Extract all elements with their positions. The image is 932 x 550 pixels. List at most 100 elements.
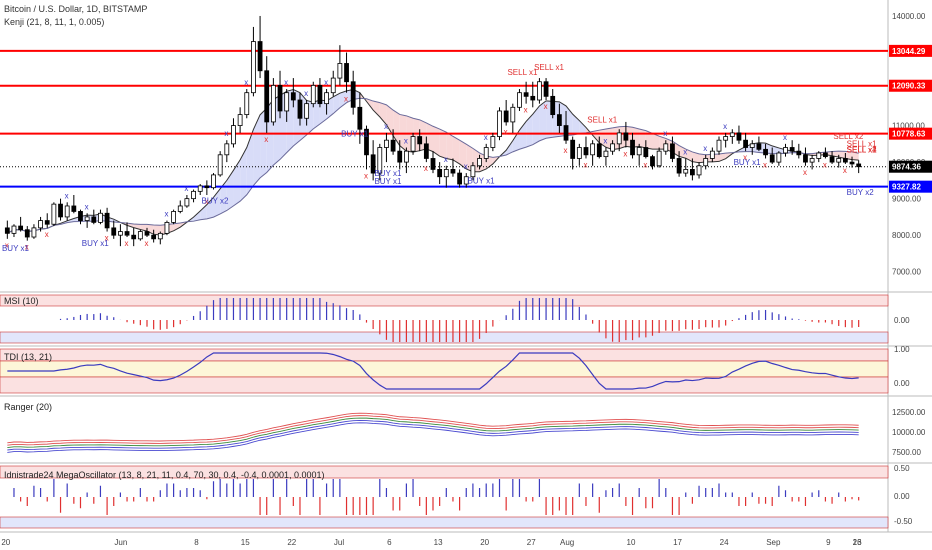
candle-body <box>530 95 536 101</box>
kenji-band-segment <box>200 204 207 220</box>
candle-body <box>430 158 436 170</box>
price-tag <box>889 127 932 140</box>
candle-body <box>177 205 183 212</box>
kenji-band-segment <box>373 101 380 117</box>
signal-label: BUY x1 <box>734 158 762 167</box>
signal-cross: x <box>524 106 528 115</box>
candle-body <box>104 212 110 229</box>
candle-body <box>796 150 802 156</box>
ranger-line <box>7 419 859 451</box>
candle-body <box>171 211 176 223</box>
signal-label: BUY x1 <box>374 169 402 178</box>
time-tick-label: 9 <box>826 538 831 547</box>
price-tag <box>889 79 932 92</box>
kenji-band-segment <box>645 130 653 150</box>
candle-body <box>537 81 542 101</box>
signal-label: BUY x1 <box>468 176 496 185</box>
candle-body <box>51 203 57 225</box>
signal-label: BUY x1 <box>374 177 402 186</box>
candle-body <box>284 92 290 112</box>
candle-body <box>270 84 276 123</box>
kenji-band-segment <box>246 129 254 195</box>
mega-tick-label: 0.00 <box>894 492 910 501</box>
ranger-tick-label: 7500.00 <box>892 448 921 457</box>
time-tick-label: 20 <box>1 538 10 547</box>
candle-body <box>463 176 469 185</box>
time-tick-label: Jun <box>114 538 127 547</box>
candle-body <box>603 150 609 158</box>
kenji-band-segment <box>652 133 660 150</box>
candle-body <box>596 143 602 158</box>
kenji-band-segment <box>692 151 700 163</box>
candle-body <box>729 132 735 137</box>
candle-body <box>397 150 403 163</box>
candle-body <box>497 110 502 137</box>
price-tag <box>889 44 932 57</box>
candle-body <box>716 139 722 152</box>
candle-body <box>151 234 157 240</box>
signal-label: SELL x1 <box>847 145 877 154</box>
ranger-tick-label: 10000.00 <box>892 428 926 437</box>
msi-upper-band <box>0 294 889 307</box>
kenji-band-segment <box>685 149 693 162</box>
candle-body <box>663 143 669 152</box>
price-axis: 14000.00 11000.00 10000.00 9000.00 8000.00 70… <box>889 12 932 526</box>
candle-body <box>350 81 356 108</box>
signal-label: BUY x1 <box>341 130 369 139</box>
candle-body <box>803 154 808 163</box>
kenji-band-segment <box>260 108 267 178</box>
price-tag-label: 12090.33 <box>892 82 926 91</box>
ranger-tick-label: 12500.00 <box>892 408 926 417</box>
signal-label: SELL x4 <box>847 145 877 154</box>
candle-body <box>656 150 662 167</box>
candle-body <box>324 92 329 105</box>
candle-body <box>217 154 223 176</box>
chart-title: Bitcoin / U.S. Dollar, 1D, BITSTAMP <box>4 4 147 14</box>
signal-label: BUY x1 <box>2 244 30 253</box>
signal-cross: x <box>65 191 69 200</box>
kenji-band-segment <box>206 197 214 219</box>
ranger-title: Ranger (20) <box>4 402 52 412</box>
mega-upper-band <box>0 465 889 479</box>
signal-cross: x <box>803 168 807 177</box>
candle-body <box>443 169 449 178</box>
price-tag <box>889 180 932 193</box>
candle-body <box>743 139 749 148</box>
candle-body <box>11 225 17 234</box>
candle-body <box>204 185 210 189</box>
kenji-band-segment <box>313 100 320 129</box>
candle-body <box>403 150 409 163</box>
signal-cross: x <box>583 160 587 169</box>
candle-body <box>384 139 389 148</box>
tdi-tick-label: 1.00 <box>894 345 910 354</box>
signal-cross: x <box>743 153 747 162</box>
candle-body <box>550 95 556 116</box>
candle-body <box>556 114 562 126</box>
signal-cross: x <box>284 78 288 87</box>
signal-cross: x <box>643 160 647 169</box>
candle-body <box>184 198 190 207</box>
tdi-tick-label: 0.00 <box>894 379 910 388</box>
kenji-band-segment <box>579 120 586 134</box>
candle-body <box>91 216 97 223</box>
candle-body <box>630 139 635 156</box>
time-tick-label: 27 <box>527 538 536 547</box>
candle-body <box>78 211 83 221</box>
kenji-band-segment <box>506 140 513 155</box>
candle-body <box>809 158 815 163</box>
signal-cross: x <box>5 241 9 250</box>
time-tick-label: 15 <box>241 538 250 547</box>
signal-cross: x <box>244 78 248 87</box>
time-tick-label: Sep <box>766 538 781 547</box>
indicator-panes <box>0 294 889 529</box>
candle-body <box>610 143 615 152</box>
candle-body <box>470 165 476 178</box>
time-tick-label: Jul <box>334 538 344 547</box>
candle-body <box>703 158 709 167</box>
candle-body <box>290 92 296 101</box>
price-tag-label: 9327.82 <box>892 183 921 192</box>
signal-cross: x <box>105 234 109 243</box>
signal-cross: x <box>45 230 49 239</box>
